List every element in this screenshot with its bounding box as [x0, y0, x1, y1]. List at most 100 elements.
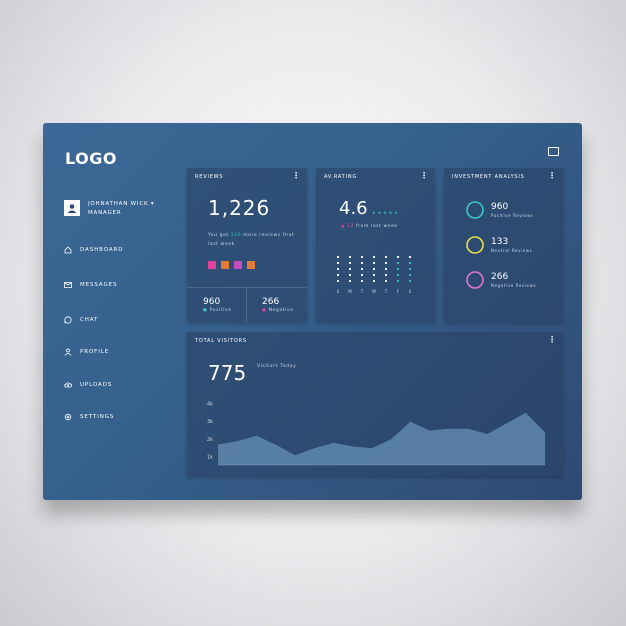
card-title: AV.RATING	[324, 174, 358, 180]
nav-label: MESSAGES	[80, 282, 118, 288]
change: 12	[347, 224, 355, 229]
dot	[384, 273, 388, 277]
ring	[466, 236, 484, 254]
note-highlight: 120	[230, 233, 242, 238]
icon	[64, 316, 72, 324]
note: more reviews that last week	[208, 233, 295, 247]
rating-card: AV.RATING ⋮ 4.6 ★★★★★ ▲ 12 from last wee…	[316, 168, 435, 322]
positive-count: 960	[203, 297, 221, 307]
dot	[336, 279, 340, 283]
menu[interactable]: ⋮	[292, 171, 300, 180]
icon	[64, 246, 72, 254]
dashboard-panel: LOGO JOHNATHAN WICK ▾ MANAGER REVIEWS ⋮ 1…	[43, 123, 582, 500]
day-label: T	[360, 289, 364, 294]
nav-label: UPLOADS	[80, 382, 113, 388]
dot	[360, 267, 364, 271]
logo: LOGO	[65, 149, 117, 168]
card-title: INVESTMENT ANALYSIS	[452, 174, 525, 180]
dot	[396, 279, 400, 283]
visitors-total: 775	[208, 361, 247, 385]
menu[interactable]: ⋮	[420, 171, 428, 180]
avatar	[64, 200, 80, 216]
menu[interactable]: ⋮	[548, 171, 556, 180]
label: Positive	[209, 308, 232, 313]
dot	[336, 261, 340, 265]
user-name: JOHNATHAN WICK ▾	[88, 201, 155, 207]
y-tick-label: 1k	[207, 455, 213, 461]
review-tags	[208, 261, 255, 269]
dot	[396, 273, 400, 277]
dot	[336, 267, 340, 271]
y-tick-label: 2k	[207, 437, 213, 443]
label: Negative	[268, 308, 294, 313]
ring-circle	[466, 271, 484, 289]
reviews-card: REVIEWS ⋮ 1,226 You got 120 more reviews…	[187, 168, 307, 322]
item-label: Negative Reviews	[491, 283, 537, 288]
ring	[466, 201, 484, 219]
dot	[348, 261, 352, 265]
day-label: T	[384, 289, 388, 294]
negative-label: ● Negative	[262, 308, 294, 313]
nav-icon	[64, 382, 72, 388]
dot	[408, 261, 412, 265]
nav-label: CHAT	[80, 317, 99, 323]
nav-label: PROFILE	[80, 349, 110, 355]
reviews-total: 1,226	[208, 196, 271, 220]
dot	[384, 279, 388, 283]
dot	[396, 267, 400, 271]
dot	[384, 267, 388, 271]
dot	[408, 267, 412, 271]
dot	[396, 261, 400, 265]
dot	[372, 279, 376, 283]
dot	[408, 255, 412, 259]
dot	[336, 273, 340, 277]
nav-icon	[64, 316, 72, 324]
nav-label: SETTINGS	[80, 414, 115, 420]
dot	[360, 255, 364, 259]
nav-icon	[64, 246, 72, 254]
nav-item[interactable]: UPLOADS	[64, 381, 112, 389]
nav-item[interactable]: PROFILE	[64, 348, 109, 356]
negative-count: 266	[262, 297, 280, 307]
dot	[372, 273, 376, 277]
nav-label: DASHBOARD	[80, 247, 124, 253]
icon	[64, 382, 72, 388]
nav-icon	[64, 282, 72, 288]
day-label: S	[337, 289, 340, 294]
change-text: from last week	[356, 224, 398, 229]
dot	[396, 255, 400, 259]
dot	[348, 255, 352, 259]
y-tick-label: 3k	[207, 419, 213, 425]
investment-card: INVESTMENT ANALYSIS ⋮ 960 Positive Review…	[444, 168, 563, 322]
nav-item[interactable]: CHAT	[64, 316, 98, 324]
positive-label: ● Positive	[203, 308, 232, 313]
ring	[466, 271, 484, 289]
visitors-area	[218, 412, 545, 465]
item-label: Neutral Reviews	[491, 248, 533, 253]
menu[interactable]: ⋮	[548, 335, 556, 344]
nav-icon	[64, 413, 72, 421]
day-label: M	[348, 289, 352, 294]
nav-item[interactable]: DASHBOARD	[64, 246, 123, 254]
dot	[360, 261, 364, 265]
nav-item[interactable]: MESSAGES	[64, 281, 117, 289]
dot	[408, 279, 412, 283]
note: You got	[208, 233, 229, 238]
card-title: REVIEWS	[195, 174, 224, 180]
dot	[372, 261, 376, 265]
y-tick-label: 4k	[207, 402, 213, 408]
user-role: MANAGER	[88, 210, 122, 216]
dot	[408, 273, 412, 277]
ring-circle	[466, 236, 484, 254]
item-value: 960	[491, 202, 509, 212]
item-label: Positive Reviews	[491, 213, 534, 218]
day-label: S	[409, 289, 412, 294]
dot	[372, 255, 376, 259]
day-label: W	[372, 289, 376, 294]
user-info[interactable]: JOHNATHAN WICK ▾ MANAGER	[88, 200, 154, 218]
dot	[372, 267, 376, 271]
nav-item[interactable]: SETTINGS	[64, 413, 114, 421]
screen-icon[interactable]	[548, 147, 559, 156]
